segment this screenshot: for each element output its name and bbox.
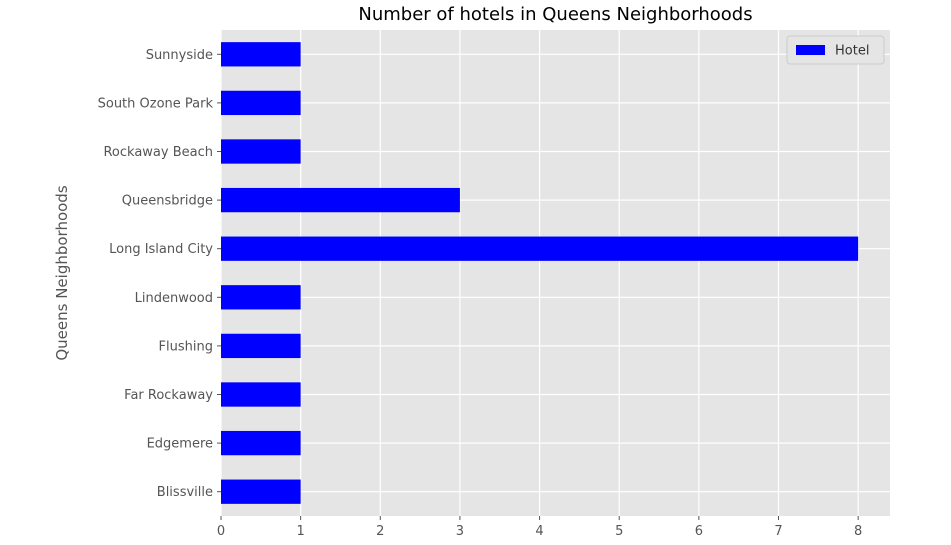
x-tick-label: 8 (854, 524, 862, 539)
x-tick-labels: 0 1 2 3 4 5 6 7 8 (217, 516, 862, 539)
legend-swatch-hotel (796, 45, 825, 55)
bar-queensbridge (221, 187, 460, 213)
bar-rockaway-beach (221, 139, 301, 164)
x-tick-label: 2 (376, 524, 384, 539)
y-tick-label: Lindenwood (135, 291, 213, 306)
y-tick-label: Flushing (159, 339, 213, 354)
y-tick-label: Rockaway Beach (103, 145, 213, 160)
x-tick-label: 6 (695, 524, 703, 539)
x-tick-label: 3 (456, 524, 464, 539)
x-tick-label: 7 (774, 524, 782, 539)
x-tick-label: 1 (297, 524, 305, 539)
y-tick-labels: Blissville Edgemere Far Rockaway Flushing Li… (98, 48, 221, 500)
bar-edgemere (221, 430, 301, 456)
x-tick-label: 5 (615, 524, 623, 539)
x-tick-label: 4 (535, 524, 543, 539)
y-axis-label: Queens Neighborhoods (53, 185, 71, 360)
bar-lindenwood (221, 285, 301, 310)
y-tick-label: Blissville (157, 485, 213, 500)
y-tick-label: Long Island City (109, 242, 213, 257)
y-tick-label: Edgemere (147, 437, 213, 452)
bar-blissville (221, 479, 301, 504)
bar-far-rockaway (221, 382, 301, 407)
y-tick-label: Queensbridge (122, 194, 213, 209)
y-tick-label: South Ozone Park (98, 96, 214, 111)
bar-sunnyside (221, 42, 301, 67)
x-tick-label: 0 (217, 524, 225, 539)
legend: Hotel (786, 35, 885, 65)
bars (221, 42, 859, 504)
y-tick-label: Sunnyside (146, 48, 213, 63)
chart-title: Number of hotels in Queens Neighborhoods (358, 4, 752, 25)
y-tick-label: Far Rockaway (124, 388, 213, 403)
legend-label-hotel: Hotel (835, 44, 869, 59)
bar-long-island-city (221, 236, 859, 261)
bar-flushing (221, 333, 301, 359)
bar-south-ozone-park (221, 90, 301, 116)
legend-box (786, 35, 885, 65)
